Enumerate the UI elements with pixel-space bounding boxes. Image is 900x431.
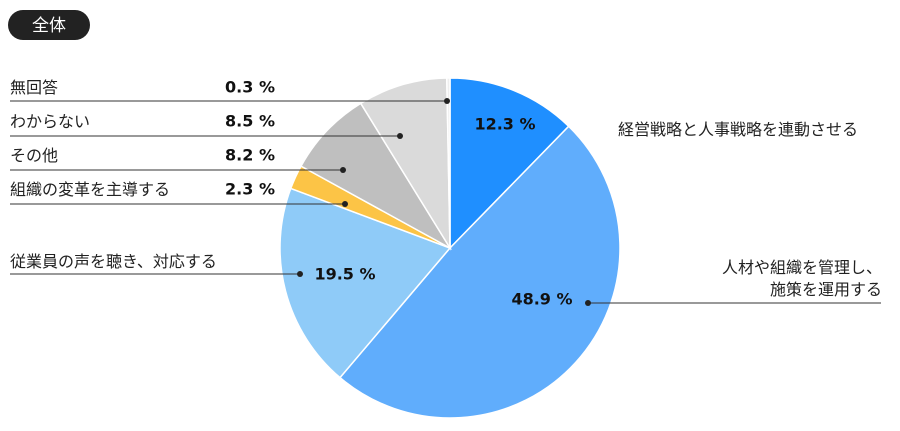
leader-dot bbox=[297, 271, 303, 277]
category-label: 無回答 bbox=[10, 78, 59, 97]
value-label: 8.5 % bbox=[225, 112, 275, 131]
pie-slice bbox=[446, 77, 451, 249]
leader-dot bbox=[585, 300, 591, 306]
leader-dot bbox=[340, 167, 346, 173]
pie-slice bbox=[338, 125, 621, 419]
category-label: わからない bbox=[10, 112, 91, 131]
pie-slice bbox=[359, 77, 451, 251]
leader-dot bbox=[397, 133, 403, 139]
category-label: 人材や組織を管理し、 施策を運用する bbox=[721, 258, 882, 299]
category-label: 組織の変革を主導する bbox=[10, 180, 171, 199]
pie-slice bbox=[279, 187, 452, 379]
value-label: 8.2 % bbox=[225, 146, 275, 165]
title-badge bbox=[8, 10, 90, 40]
category-label: 経営戦略と人事戦略を連動させる bbox=[618, 120, 859, 139]
chart-title: 全体 bbox=[32, 16, 66, 36]
category-label: その他 bbox=[10, 146, 59, 165]
pie-slice bbox=[300, 102, 453, 251]
category-label: 従業員の声を聴き、対応する bbox=[10, 252, 217, 271]
leader-dot bbox=[444, 98, 450, 104]
value-label: 48.9 % bbox=[511, 290, 572, 309]
value-label: 2.3 % bbox=[225, 180, 275, 199]
value-label: 12.3 % bbox=[474, 115, 535, 134]
value-label: 19.5 % bbox=[314, 265, 375, 284]
leader-dot bbox=[342, 201, 348, 207]
value-label: 0.3 % bbox=[225, 78, 275, 97]
pie-slice bbox=[449, 77, 570, 250]
